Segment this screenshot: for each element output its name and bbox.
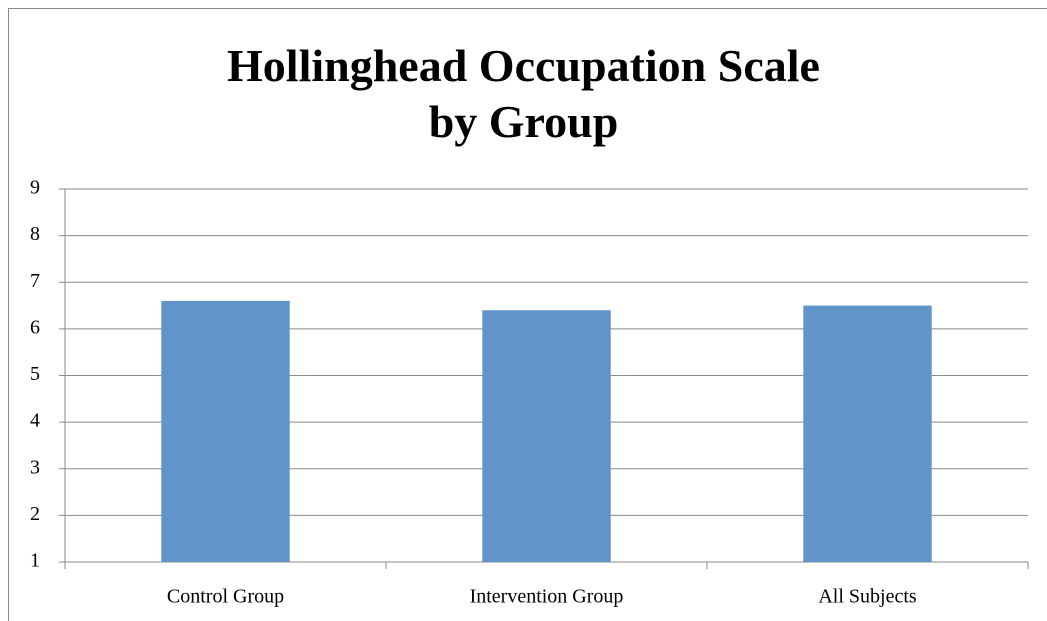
- y-tick-label: 8: [30, 223, 40, 245]
- x-tick-label: All Subjects: [818, 586, 917, 608]
- bar: [161, 300, 290, 562]
- chart-title: Hollinghead Occupation Scale by Group: [227, 40, 820, 147]
- y-tick-label: 6: [30, 316, 40, 338]
- bar: [482, 310, 611, 562]
- y-tick-label: 4: [30, 410, 40, 432]
- y-tick-label: 2: [30, 503, 40, 525]
- y-tick-label: 5: [30, 363, 40, 385]
- y-tick-label: 9: [30, 177, 40, 199]
- y-tick-label: 3: [30, 456, 40, 478]
- y-tick-label: 1: [30, 550, 40, 572]
- x-tick-label: Intervention Group: [470, 586, 624, 608]
- chart-frame: [8, 8, 1047, 621]
- x-tick-label: Control Group: [167, 586, 284, 608]
- y-tick-label: 7: [30, 270, 40, 292]
- bar: [803, 305, 932, 562]
